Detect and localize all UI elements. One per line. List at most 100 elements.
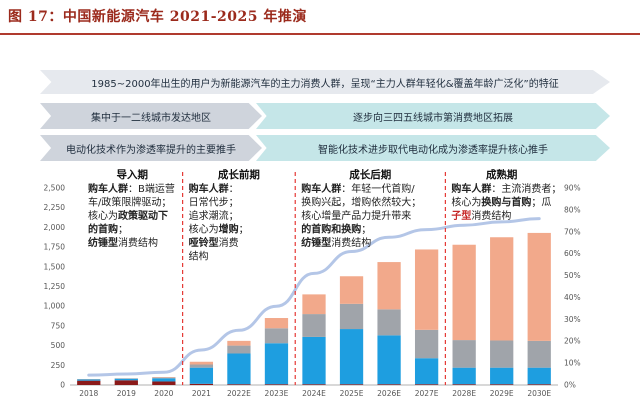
stage-text-line: 的首购； [88,223,128,236]
stage-text-line: 购车人群：年轻一代首购/ [301,182,415,195]
stage-text-line: 核心为增购； [189,223,249,236]
bar-segment-1 [114,380,138,385]
bar-segment-2 [114,378,138,381]
bar-segment-3 [114,378,138,379]
bar-segment-4 [264,318,289,329]
bar-segment-4 [452,244,476,341]
x-tick-label: 2019 [117,389,136,398]
bar-segment-4 [490,237,514,341]
y-tick-label: 750 [51,321,66,330]
banner-left-mid: 集中于一二线城市发达地区 [40,103,262,129]
stage-title: 成长前期 [218,168,260,181]
bar-segment-4 [377,262,401,310]
stage-text-line: 纺锤型消费结构 [301,236,371,249]
stage-text-line: 结构 [189,250,209,263]
stage-text-line: 核心增量产品力提升带来 [301,209,411,222]
stage-title: 导入期 [117,168,149,181]
bar-segment-3 [452,340,476,368]
x-tick-label: 2022E [227,389,251,398]
y-tick-label: 500 [51,341,66,350]
stage-text-line: 核心为换购与首购；瓜 [451,196,551,209]
bar-segment-4 [152,377,176,378]
y-tick-label: 1,250 [44,282,66,291]
bar-segment-3 [264,328,289,344]
bar-segment-1 [302,384,326,385]
bar-segment-2 [227,353,251,385]
bar-segment-4 [414,249,439,330]
stage-title: 成长后期 [349,168,391,181]
bar-segment-2 [377,335,401,385]
bar-segment-1 [377,384,401,385]
banner-left-bottom: 电动化技术作为渗透率提升的主要推手 [40,135,262,161]
x-tick-label: 2026E [377,389,401,398]
bar-segment-2 [527,367,551,385]
bar-segment-3 [490,340,514,368]
x-tick-label: 2020 [154,389,173,398]
bar-segment-2 [264,343,289,385]
bar-segment-4 [339,276,364,304]
stage-text-line: 纺锤型消费结构 [88,236,158,249]
y-tick-label: 2,000 [44,223,66,232]
y-tick-label: 0 [60,381,65,390]
y-tick-label: 1,000 [44,302,66,311]
bar-segment-3 [152,377,176,379]
penetration-line [87,217,541,377]
banner-right-bottom: 智能化技术进步取代电动化成为渗透率提升核心推手 [256,135,610,161]
y-tick-label: 2,500 [44,184,66,193]
bar-segment-3 [414,329,439,359]
y2-tick-label: 0% [564,381,576,390]
y-tick-label: 1,750 [44,243,66,252]
x-tick-label: 2030E [527,389,551,398]
bar-segment-3 [302,314,326,337]
bar-segment-4 [527,232,551,341]
stage-text-line: 购车人群： [189,182,239,195]
stage-text-line: 购车人群：B端运营 [88,182,175,195]
y2-tick-label: 80% [564,205,581,214]
bar-segment-2 [302,336,326,385]
bar-segment-3 [189,364,214,368]
x-tick-label: 2021 [192,389,211,398]
bar-segment-4 [227,340,251,346]
bar-segment-4 [189,361,214,365]
stage-text-line: 换购兴起，增购依然较大； [301,196,421,209]
stage-text-line: 车/政策限牌驱动； [88,196,171,209]
bar-segment-2 [452,367,476,385]
bar-segment-3 [339,303,364,330]
y2-tick-label: 10% [564,359,581,368]
y2-tick-label: 20% [564,337,581,346]
bar-segment-1 [77,380,101,385]
banner-right-mid: 逐步向三四五线城市第消费地区拓展 [256,103,610,129]
banner-top: 1985~2000年出生的用户为新能源汽车的主力消费人群，呈现“主力人群年轻化&… [40,70,610,94]
stage-text-line: 哑铃型消费 [189,236,239,249]
y-tick-label: 1,500 [44,262,66,271]
bar-segment-1 [152,381,176,385]
x-tick-label: 2029E [490,389,514,398]
bar-segment-1 [414,384,439,385]
stage-title: 成熟期 [486,168,518,181]
bar-segment-2 [152,378,176,382]
stage-text-line: 的首购和换购； [301,223,371,236]
y2-tick-label: 70% [564,227,581,236]
bar-segment-2 [77,379,101,381]
x-tick-label: 2018 [79,389,98,398]
bar-segment-1 [264,384,289,385]
bar-segment-1 [339,384,364,385]
bar-segment-2 [414,358,439,385]
title-divider [0,33,640,35]
stage-text-line: 核心为政策驱动下 [88,209,168,222]
bar-segment-1 [227,384,251,385]
bar-segment-2 [490,367,514,385]
x-tick-label: 2023E [265,389,289,398]
bar-segment-4 [302,294,326,315]
bar-segment-3 [227,345,251,354]
bar-segment-3 [377,309,401,336]
stage-text-line: 日常代步； [189,196,239,209]
stage-text-line: 购车人群：主流消费者； [451,182,561,195]
bar-segment-1 [490,384,514,385]
stage-text-line: 追求潮流； [189,209,239,222]
y2-tick-label: 90% [564,184,581,193]
x-tick-label: 2028E [452,389,476,398]
y2-tick-label: 60% [564,249,581,258]
bar-segment-2 [189,367,214,384]
